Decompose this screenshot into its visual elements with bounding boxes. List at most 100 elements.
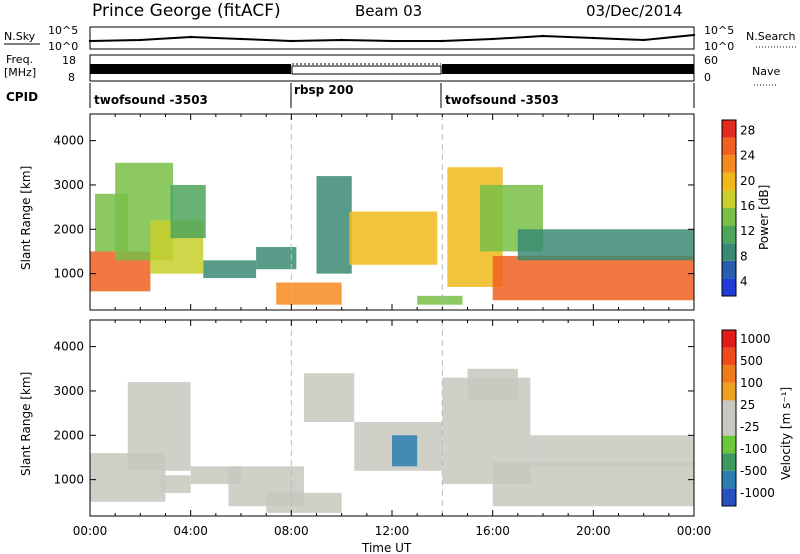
power-colorbar-frame xyxy=(721,119,737,297)
velocity-colorbar-swatch xyxy=(722,488,736,506)
cpid-panel: CPID twofsound -3503 rbsp 200 twofsound … xyxy=(6,83,695,108)
power-colorbar-swatch xyxy=(722,278,736,296)
nsky-point xyxy=(491,37,494,41)
power-colorbar-swatch xyxy=(722,120,736,138)
velocity-colorbar: 1000 500 100 25 -25 -100 -500 -1000 xyxy=(721,329,775,507)
cpid-segment-2: rbsp 200 xyxy=(294,83,353,97)
power-patch xyxy=(349,211,438,265)
power-colorbar-swatch xyxy=(722,260,736,279)
velocity-ylabel: Slant Range [km] xyxy=(19,372,33,476)
time-tick-label: 08:00 xyxy=(274,524,309,538)
velocity-axes: 1000 2000 3000 4000 xyxy=(53,320,695,516)
power-colorbar-swatch xyxy=(722,225,736,244)
velocity-colorbar-tick: -500 xyxy=(740,464,767,478)
power-ytick-label: 4000 xyxy=(53,134,84,148)
time-tick-label: 04:00 xyxy=(173,524,208,538)
velocity-colorbar-tick: 100 xyxy=(740,376,763,390)
freq-label: Freq. xyxy=(6,53,33,66)
power-colorbar-swatch xyxy=(722,155,736,173)
velocity-colorbar-tick: -25 xyxy=(740,420,760,434)
velocity-colorbar-tick: 25 xyxy=(740,398,755,412)
velocity-colorbar-swatch xyxy=(722,400,736,418)
nsky-point xyxy=(290,39,293,43)
power-patch xyxy=(203,260,257,279)
nsky-point xyxy=(692,33,696,37)
power-colorbar-swatch xyxy=(722,172,736,191)
station-title: Prince George (fitACF) xyxy=(92,1,281,21)
cpid-segment-3: twofsound -3503 xyxy=(445,93,559,107)
power-colorbar-swatch xyxy=(722,190,736,208)
power-patch xyxy=(276,282,342,305)
nsky-point xyxy=(340,38,343,42)
power-patch xyxy=(256,247,297,270)
nsky-point xyxy=(239,37,243,41)
nsky-point xyxy=(88,39,92,43)
velocity-ytick-label: 2000 xyxy=(53,428,84,442)
nsky-point xyxy=(642,38,645,42)
nave-label: Nave xyxy=(752,65,780,78)
power-patch xyxy=(170,184,206,239)
cpid-segment-1: twofsound -3503 xyxy=(94,93,208,107)
power-ytick-label: 2000 xyxy=(53,222,84,236)
velocity-colorbar-label: Velocity [m s⁻¹] xyxy=(779,387,793,480)
velocity-patch xyxy=(467,368,518,400)
nsky-point xyxy=(139,38,142,42)
freq-bar-segment-2 xyxy=(442,64,694,74)
power-colorbar-tick: 20 xyxy=(740,174,755,188)
velocity-patch xyxy=(303,373,355,422)
velocity-colorbar-swatch xyxy=(722,453,736,471)
nsearch-tick-bottom: 10^0 xyxy=(704,40,734,53)
nsky-point xyxy=(390,39,394,43)
power-colorbar-tick: 12 xyxy=(740,224,755,238)
nsearch-tick-top: 10^5 xyxy=(704,24,734,37)
power-data-layer xyxy=(90,162,694,305)
freq-unit: [MHz] xyxy=(4,66,36,79)
velocity-colorbar-swatch xyxy=(722,347,736,366)
power-ytick-label: 1000 xyxy=(53,267,84,281)
velocity-patch xyxy=(160,475,191,493)
time-tick-label: 00:00 xyxy=(73,524,108,538)
velocity-colorbar-swatch xyxy=(722,382,736,401)
power-colorbar-tick: 24 xyxy=(740,149,755,163)
velocity-patch xyxy=(392,435,418,467)
velocity-colorbar-tick: 500 xyxy=(740,354,763,368)
freq-tick-bottom: 8 xyxy=(68,71,75,84)
time-tick-label: 00:00 xyxy=(677,524,712,538)
power-colorbar: 28 24 20 16 12 8 4 xyxy=(721,119,755,297)
nsky-panel: N.Sky 10^5 10^0 10^5 10^0 N.Search xyxy=(4,24,798,53)
nsky-label: N.Sky xyxy=(4,30,36,43)
time-tick-label: 12:00 xyxy=(375,524,410,538)
nsearch-label: N.Search xyxy=(746,30,796,43)
nsky-tick-top: 10^5 xyxy=(48,24,78,37)
power-patch xyxy=(492,255,694,301)
nsky-series xyxy=(88,33,696,43)
velocity-ytick-label: 1000 xyxy=(53,473,84,487)
nave-tick-bottom: 0 xyxy=(704,71,711,84)
nsky-tick-bottom: 10^0 xyxy=(48,40,78,53)
velocity-colorbar-swatch xyxy=(722,365,736,383)
freq-tick-top: 18 xyxy=(62,54,76,67)
velocity-patch xyxy=(492,461,694,507)
velocity-colorbar-swatch xyxy=(722,418,736,436)
power-panel: 1000 2000 3000 4000 Slant Range [km] xyxy=(19,113,695,311)
power-colorbar-tick: 28 xyxy=(740,124,755,138)
velocity-colorbar-tick: 1000 xyxy=(740,332,771,346)
nsky-point xyxy=(592,36,595,40)
nave-tick-top: 60 xyxy=(704,54,718,67)
velocity-patch xyxy=(530,435,694,467)
nsky-point xyxy=(441,39,444,43)
time-tick-label: 16:00 xyxy=(475,524,510,538)
time-axis-label: Time UT xyxy=(361,541,412,554)
velocity-patch xyxy=(266,492,342,513)
power-colorbar-tick: 4 xyxy=(740,274,748,288)
power-colorbar-swatch xyxy=(722,137,736,156)
power-patch xyxy=(517,229,694,261)
velocity-colorbar-swatch xyxy=(722,330,736,348)
power-colorbar-swatch xyxy=(722,243,736,261)
power-colorbar-tick: 16 xyxy=(740,199,755,213)
power-colorbar-label: Power [dB] xyxy=(757,185,771,250)
velocity-colorbar-swatch xyxy=(722,470,736,489)
power-ylabel: Slant Range [km] xyxy=(19,166,33,270)
beam-title: Beam 03 xyxy=(355,2,422,20)
power-patch xyxy=(316,176,352,274)
